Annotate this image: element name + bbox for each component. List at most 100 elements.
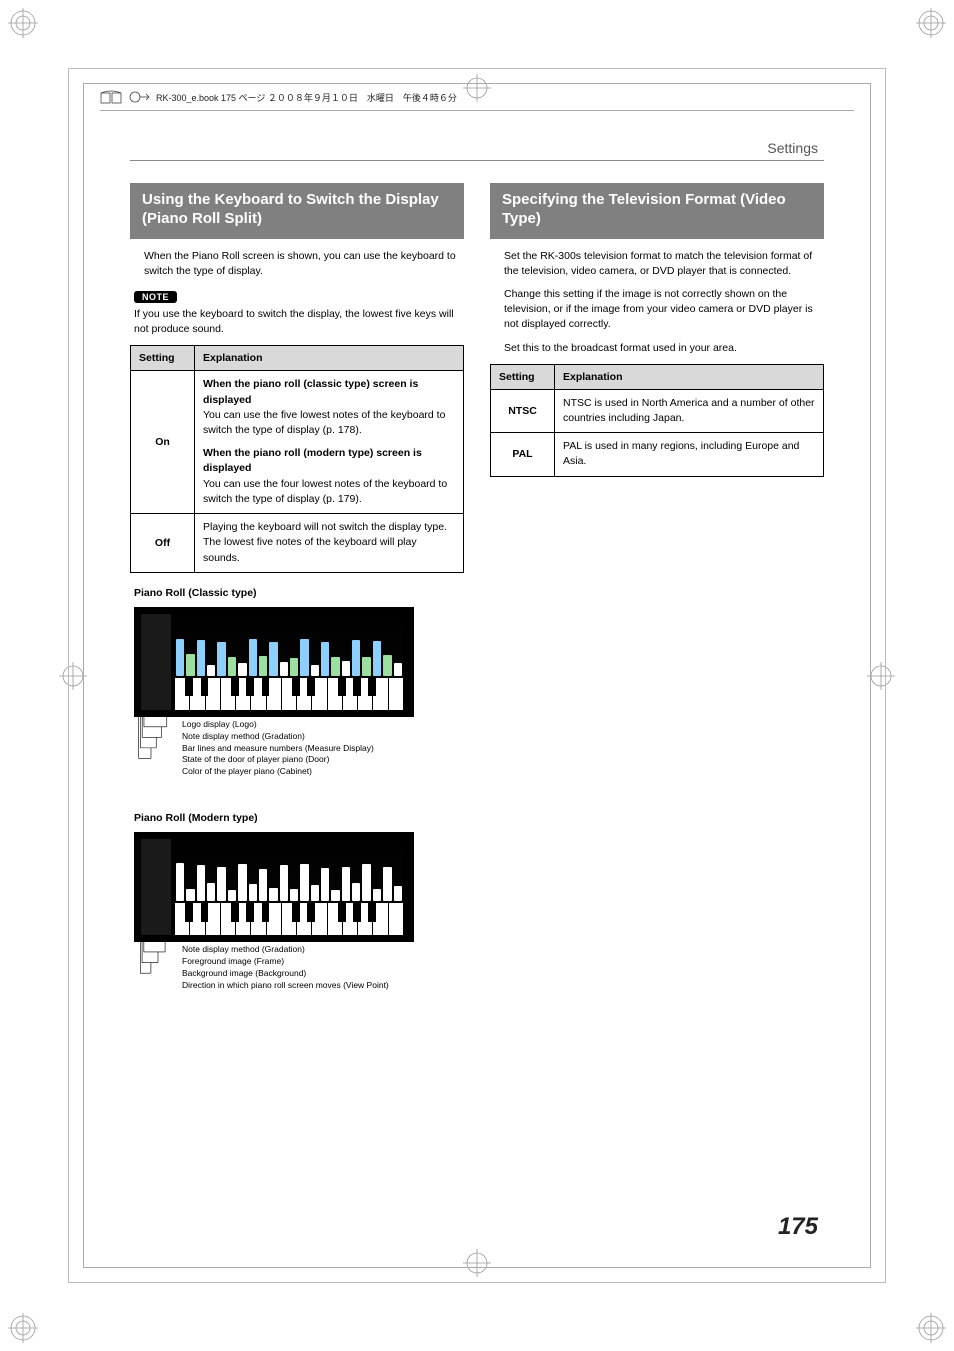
- note-bar: [186, 654, 194, 676]
- explanation-cell: PAL is used in many regions, including E…: [555, 433, 824, 476]
- callout-label: State of the door of player piano (Door): [182, 754, 464, 766]
- note-bar: [394, 886, 402, 901]
- black-key: [231, 903, 239, 922]
- table-row: PALPAL is used in many regions, includin…: [491, 433, 824, 476]
- classic-note-bars: [175, 614, 403, 676]
- right-p2: Change this setting if the image is not …: [504, 287, 820, 333]
- setting-cell: Off: [131, 514, 195, 573]
- left-column: Using the Keyboard to Switch the Display…: [130, 183, 464, 992]
- explanation-body: You can use the five lowest notes of the…: [203, 408, 455, 438]
- black-key: [338, 903, 346, 922]
- callout-label: Foreground image (Frame): [182, 956, 464, 968]
- note-bar: [352, 883, 360, 902]
- th-setting: Setting: [491, 364, 555, 389]
- right-p1: Set the RK-300s television format to mat…: [504, 249, 820, 279]
- explanation-body: Playing the keyboard will not switch the…: [203, 520, 455, 566]
- explanation-cell: Playing the keyboard will not switch the…: [195, 514, 464, 573]
- th-explanation: Explanation: [195, 346, 464, 371]
- note-bar: [290, 889, 298, 901]
- black-key: [307, 678, 315, 697]
- th-explanation: Explanation: [555, 364, 824, 389]
- leader-lines-icon: [132, 936, 184, 986]
- white-key: [175, 903, 190, 935]
- black-key: [353, 903, 361, 922]
- piano-side-panel: [141, 839, 171, 935]
- note-bar: [342, 661, 350, 676]
- note-bar: [217, 867, 225, 901]
- note-bar: [311, 665, 319, 676]
- piano-roll-modern: [134, 832, 414, 942]
- explanation-cell: NTSC is used in North America and a numb…: [555, 389, 824, 432]
- piano-roll-split-table: Setting Explanation On When the piano rol…: [130, 345, 464, 572]
- table-row: NTSCNTSC is used in North America and a …: [491, 389, 824, 432]
- arrow-icon: [128, 90, 150, 104]
- section-title-video-type: Specifying the Television Format (Video …: [490, 183, 824, 239]
- table-row: OffPlaying the keyboard will not switch …: [131, 514, 464, 573]
- modern-keyboard: [175, 903, 403, 935]
- note-bar: [238, 663, 246, 675]
- note-bar: [176, 863, 184, 901]
- white-key: [282, 903, 297, 935]
- white-key: [221, 678, 236, 710]
- note-bar: [259, 656, 267, 676]
- black-key: [201, 903, 209, 922]
- classic-figure: Logo display (Logo)Note display method (…: [134, 607, 464, 778]
- callout-label: Color of the player piano (Cabinet): [182, 766, 464, 778]
- black-key: [246, 678, 254, 697]
- page-number: 175: [778, 1213, 818, 1241]
- white-key: [221, 903, 236, 935]
- black-key: [262, 903, 270, 922]
- explanation-heading: When the piano roll (modern type) screen…: [203, 446, 455, 476]
- callout-label: Note display method (Gradation): [182, 944, 464, 956]
- note-bar: [362, 657, 370, 676]
- callout-label: Direction in which piano roll screen mov…: [182, 980, 464, 992]
- white-key: [389, 678, 403, 710]
- right-column: Specifying the Television Format (Video …: [490, 183, 824, 992]
- leader-lines-icon: [132, 711, 184, 772]
- white-key: [175, 678, 190, 710]
- crop-mark-tr: [916, 8, 946, 38]
- note-bar: [259, 869, 267, 901]
- piano-roll-classic: [134, 607, 414, 717]
- note-bar: [311, 885, 319, 901]
- white-key: [328, 903, 343, 935]
- white-key: [389, 903, 403, 935]
- right-p3: Set this to the broadcast format used in…: [504, 341, 820, 356]
- setting-cell: On: [131, 371, 195, 514]
- note-badge: NOTE: [134, 291, 177, 303]
- callout-label: Note display method (Gradation): [182, 731, 464, 743]
- running-head: Settings: [130, 140, 824, 161]
- note-bar: [228, 890, 236, 901]
- explanation-body: You can use the four lowest notes of the…: [203, 477, 455, 507]
- note-bar: [300, 639, 308, 676]
- note-bar: [362, 864, 370, 901]
- note-text: If you use the keyboard to switch the di…: [134, 307, 460, 337]
- explanation-heading: When the piano roll (classic type) scree…: [203, 377, 455, 407]
- note-bar: [290, 658, 298, 675]
- modern-callouts: Note display method (Gradation)Foregroun…: [134, 942, 464, 992]
- black-key: [246, 903, 254, 922]
- black-key: [201, 678, 209, 697]
- note-bar: [217, 642, 225, 676]
- note-bar: [249, 639, 257, 676]
- black-key: [368, 903, 376, 922]
- classic-keyboard: [175, 678, 403, 710]
- white-key: [282, 678, 297, 710]
- classic-callouts: Logo display (Logo)Note display method (…: [134, 717, 464, 778]
- note-bar: [186, 889, 194, 901]
- th-setting: Setting: [131, 346, 195, 371]
- note-bar: [300, 864, 308, 901]
- note-bar: [331, 657, 339, 676]
- setting-cell: PAL: [491, 433, 555, 476]
- black-key: [292, 678, 300, 697]
- note-bar: [197, 640, 205, 676]
- note-bar: [238, 864, 246, 901]
- note-bar: [280, 865, 288, 901]
- black-key: [185, 903, 193, 922]
- note-bar: [352, 640, 360, 676]
- book-header-text: RK-300_e.book 175 ページ ２００８年９月１０日 水曜日 午後４…: [156, 91, 457, 104]
- note-bar: [176, 639, 184, 676]
- black-key: [353, 678, 361, 697]
- black-key: [262, 678, 270, 697]
- callout-label: Bar lines and measure numbers (Measure D…: [182, 743, 464, 755]
